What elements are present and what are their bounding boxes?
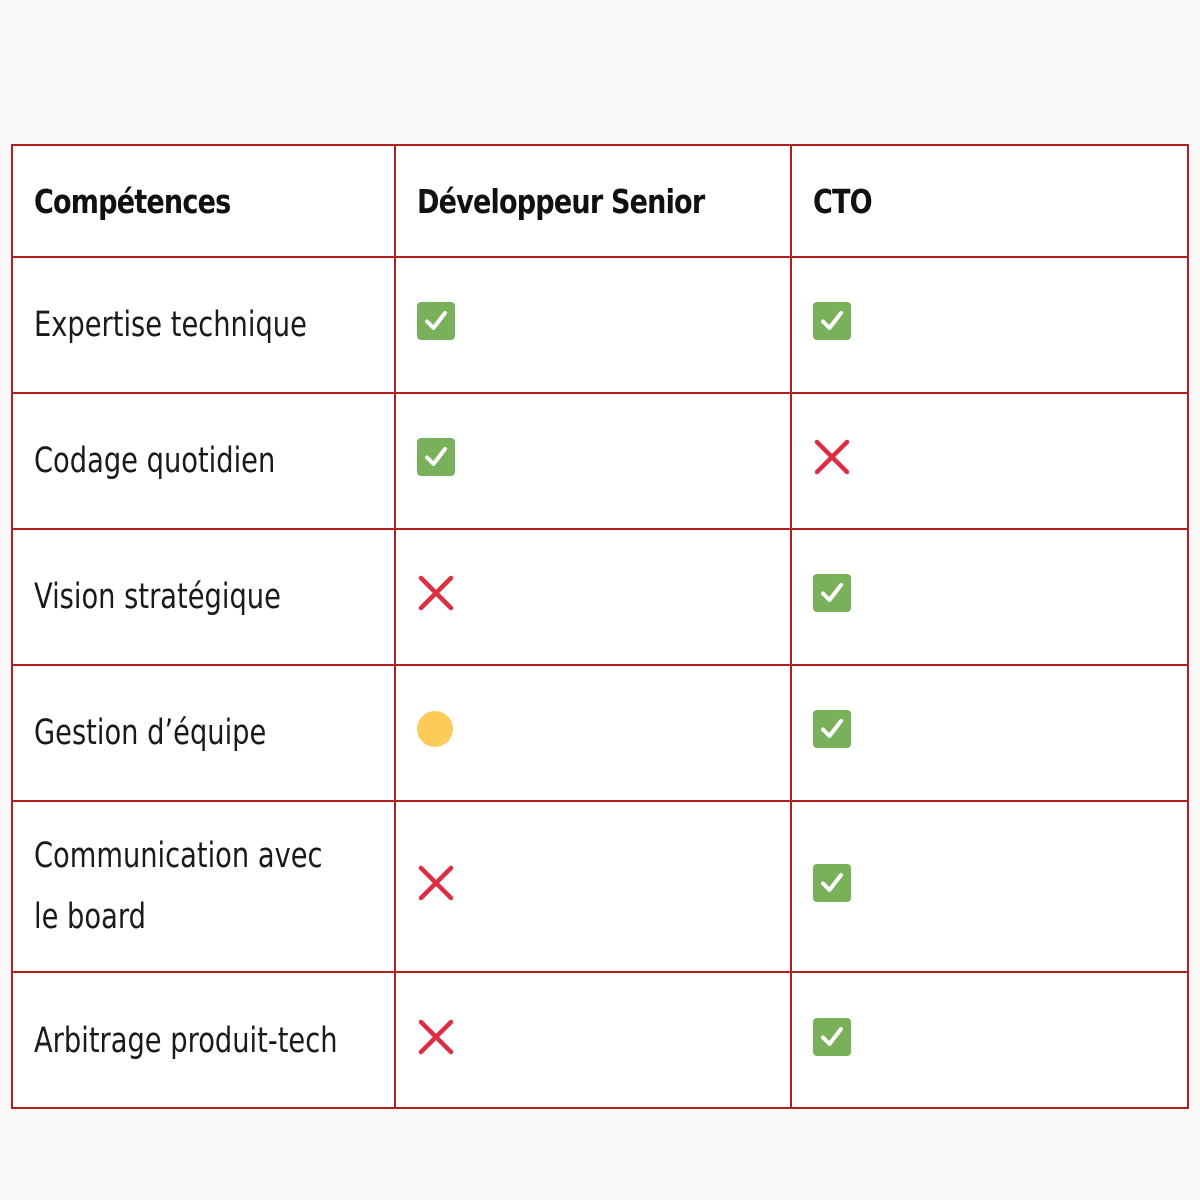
row-label: Expertise technique [34, 304, 307, 345]
row-label: Codage quotidien [34, 440, 276, 481]
senior-cell [394, 528, 792, 666]
row-label-cell: Codage quotidien [13, 392, 396, 530]
check-icon [813, 863, 851, 902]
check-icon [813, 302, 851, 340]
cto-cell [790, 800, 1187, 973]
header-competences-label: Compétences [34, 181, 231, 221]
cross-icon [417, 864, 455, 902]
senior-cell [394, 664, 792, 802]
check-icon [813, 574, 851, 612]
row-label: Arbitrage produit-tech [34, 1020, 338, 1061]
table-row: Communication avec le board [13, 800, 1187, 973]
cto-cell [790, 971, 1187, 1109]
senior-cell [394, 256, 792, 394]
row-label-cell: Expertise technique [13, 256, 396, 394]
check-icon [417, 438, 455, 476]
row-label: Gestion d’équipe [34, 712, 267, 753]
partial-circle-icon [417, 711, 453, 747]
table-row: Codage quotidien [13, 392, 1187, 530]
header-cto: CTO [790, 146, 1187, 258]
row-label-cell: Vision stratégique [13, 528, 396, 666]
check-icon [813, 710, 851, 748]
cross-icon [417, 1018, 455, 1056]
table-row: Expertise technique [13, 256, 1187, 394]
table-row: Vision stratégique [13, 528, 1187, 666]
comparison-table: Compétences Développeur Senior CTO Exper… [13, 146, 1187, 1109]
cto-cell [790, 664, 1187, 802]
senior-cell [394, 971, 792, 1109]
comparison-table-container: Compétences Développeur Senior CTO Exper… [11, 144, 1189, 1109]
table-header-row: Compétences Développeur Senior CTO [13, 146, 1187, 258]
cross-icon [813, 438, 851, 476]
check-icon [813, 1018, 851, 1056]
check-icon [417, 302, 455, 340]
header-competences: Compétences [13, 146, 396, 258]
row-label: Communication avec le board [34, 835, 323, 937]
header-senior-developer: Développeur Senior [394, 146, 792, 258]
cross-icon [417, 574, 455, 612]
header-cto-label: CTO [813, 181, 873, 221]
row-label-cell: Arbitrage produit-tech [13, 971, 396, 1109]
row-label: Vision stratégique [34, 576, 281, 617]
table-row: Gestion d’équipe [13, 664, 1187, 802]
cto-cell [790, 392, 1187, 530]
row-label-cell: Communication avec le board [13, 800, 396, 973]
header-senior-developer-label: Développeur Senior [417, 181, 705, 221]
row-label-cell: Gestion d’équipe [13, 664, 396, 802]
table-row: Arbitrage produit-tech [13, 971, 1187, 1109]
senior-cell [394, 800, 792, 973]
senior-cell [394, 392, 792, 530]
cto-cell [790, 528, 1187, 666]
cto-cell [790, 256, 1187, 394]
